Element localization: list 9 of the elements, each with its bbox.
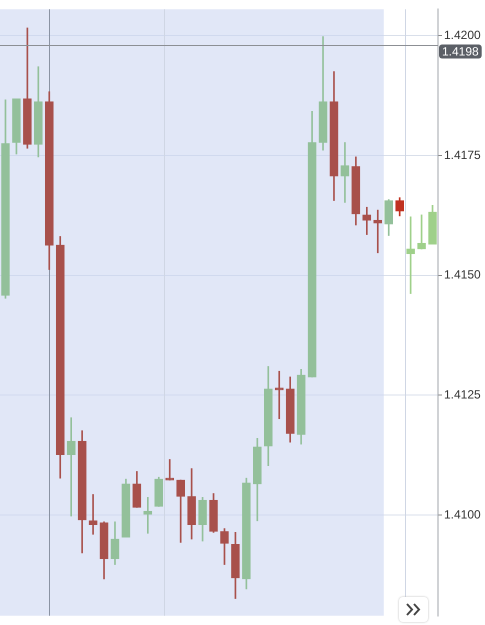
candlestick — [417, 214, 426, 250]
candlestick — [340, 142, 350, 203]
y-tick-label: 1.4125 — [444, 388, 482, 402]
y-tick-label: 1.4200 — [444, 28, 482, 42]
y-tick-label: 1.4175 — [444, 148, 482, 162]
candlestick — [88, 494, 98, 535]
y-tick-label: 1.4100 — [444, 507, 482, 522]
ref-line-label: 1.4198 — [442, 44, 480, 58]
y-tick-label: 1.4150 — [444, 268, 482, 282]
